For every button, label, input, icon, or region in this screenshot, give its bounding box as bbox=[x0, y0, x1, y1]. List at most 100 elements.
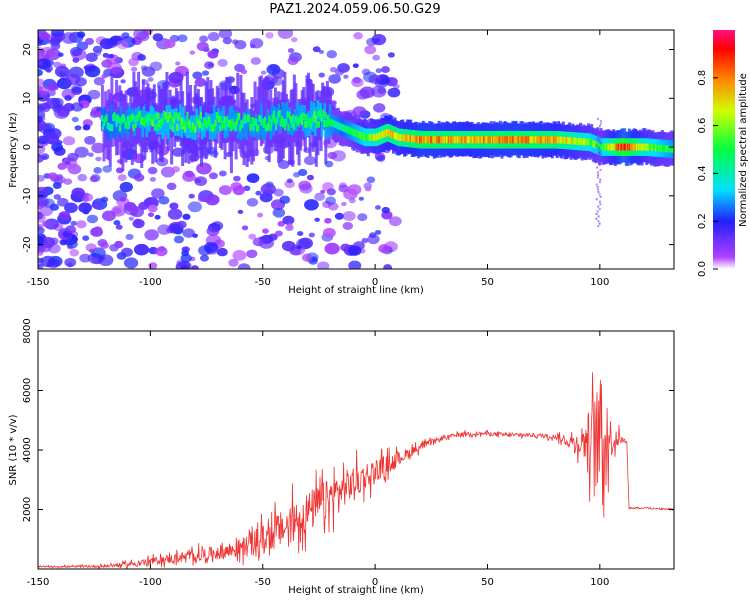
heatmap-ridge-core bbox=[536, 136, 540, 144]
heatmap-noise-blob bbox=[378, 244, 390, 254]
heatmap-ridge-core bbox=[282, 118, 286, 126]
heatmap-ridge-core bbox=[206, 120, 209, 128]
heatmap-ridge-core bbox=[313, 110, 316, 118]
heatmap-streak-cell bbox=[599, 154, 602, 157]
heatmap-noise-blob bbox=[312, 46, 321, 53]
heatmap-ridge-core bbox=[423, 136, 426, 144]
heatmap-ridge-core bbox=[373, 133, 377, 141]
heatmap-ridge-core bbox=[416, 135, 419, 143]
heatmap-ridge-core bbox=[497, 136, 500, 144]
heatmap-ridge-core bbox=[198, 121, 201, 129]
heatmap-noise-blob bbox=[374, 205, 381, 210]
heatmap-ridge-core bbox=[548, 136, 551, 144]
heatmap-ridge-core bbox=[248, 115, 251, 123]
heatmap-noise-blob bbox=[48, 172, 58, 180]
heatmap-noise-blob bbox=[38, 174, 45, 182]
heatmap-noise-blob bbox=[102, 165, 113, 173]
heatmap-noise-blob bbox=[45, 59, 55, 67]
heatmap-ridge-core bbox=[386, 129, 389, 136]
heatmap-noise-blob bbox=[297, 231, 304, 236]
heatmap-ridge-core bbox=[202, 124, 205, 132]
heatmap-noise-blob bbox=[194, 77, 207, 87]
heatmap-ridge-core bbox=[278, 110, 281, 117]
heatmap-ridge-core bbox=[167, 115, 170, 123]
heatmap-ridge-core bbox=[647, 143, 650, 151]
heatmap-ridge-core bbox=[445, 136, 449, 144]
heatmap-ridge-core bbox=[482, 136, 486, 144]
heatmap-ridge-core bbox=[220, 116, 223, 124]
heatmap-ridge-core bbox=[625, 143, 628, 151]
heatmap-noise-blob bbox=[74, 125, 82, 131]
heatmap-noise-blob bbox=[53, 194, 61, 200]
heatmap-streak-cell bbox=[599, 203, 602, 206]
heatmap-ridge-core bbox=[239, 124, 242, 132]
heatmap-ridge-core bbox=[131, 113, 134, 121]
heatmap-noise-blob bbox=[112, 207, 122, 215]
heatmap-ridge-core bbox=[503, 136, 506, 144]
heatmap-noise-blob bbox=[82, 124, 91, 131]
heatmap-ridge-core bbox=[253, 118, 256, 126]
heatmap-ridge-core bbox=[471, 136, 474, 144]
heatmap-ridge-core bbox=[490, 136, 494, 144]
heatmap-ridge-core bbox=[295, 115, 298, 123]
heatmap-ridge-core bbox=[213, 123, 216, 131]
heatmap-ridge-core bbox=[298, 116, 301, 124]
heatmap-ridge-core bbox=[547, 136, 550, 144]
heatmap-noise-blob bbox=[248, 233, 257, 240]
heatmap-ridge-core bbox=[331, 119, 334, 127]
heatmap-streak-cell bbox=[599, 120, 602, 123]
heatmap-ridge-core bbox=[185, 121, 188, 129]
heatmap-ridge-core bbox=[508, 136, 512, 144]
heatmap-ridge-core bbox=[461, 136, 464, 144]
heatmap-streak-cell bbox=[597, 147, 600, 150]
heatmap-ridge-core bbox=[203, 118, 206, 126]
x-tick-label: -50 bbox=[255, 577, 271, 588]
heatmap-ridge-core bbox=[472, 136, 476, 144]
heatmap-ridge-core bbox=[359, 131, 362, 139]
heatmap-halo-cell bbox=[258, 76, 262, 139]
heatmap-noise-blob bbox=[348, 245, 362, 256]
heatmap-noise-blob bbox=[218, 170, 227, 177]
heatmap-ridge-core bbox=[535, 136, 538, 144]
heatmap-noise-blob bbox=[102, 52, 110, 58]
heatmap-ridge-core bbox=[422, 136, 425, 144]
heatmap-noise-blob bbox=[84, 135, 96, 145]
heatmap-ridge-outer bbox=[237, 121, 240, 140]
heatmap-noise-blob bbox=[144, 229, 159, 241]
heatmap-noise-blob bbox=[257, 212, 264, 218]
heatmap-noise-blob bbox=[93, 167, 103, 174]
heatmap-noise-blob bbox=[374, 77, 389, 88]
x-tick-label: -100 bbox=[139, 277, 162, 288]
heatmap-ridge-core bbox=[290, 120, 294, 128]
heatmap-ridge-core bbox=[351, 128, 354, 136]
heatmap-noise-blob bbox=[260, 183, 276, 196]
heatmap-ridge-core bbox=[314, 115, 317, 123]
heatmap-ridge-core bbox=[566, 137, 569, 144]
heatmap-ridge-core bbox=[193, 124, 196, 132]
heatmap-ridge-core bbox=[348, 127, 351, 134]
heatmap-ridge-core bbox=[484, 136, 487, 144]
heatmap-noise-blob bbox=[342, 66, 350, 72]
heatmap-ridge-core bbox=[132, 124, 135, 132]
heatmap-ridge-core bbox=[418, 136, 422, 144]
heatmap-ridge-core bbox=[665, 145, 668, 153]
heatmap-ridge-core bbox=[273, 116, 277, 124]
heatmap-ridge-outer bbox=[106, 121, 109, 139]
heatmap-ridge-outer bbox=[272, 117, 275, 136]
heatmap-streak-cell bbox=[598, 149, 601, 152]
heatmap-noise-blob bbox=[272, 207, 286, 218]
heatmap-noise-blob bbox=[113, 240, 124, 249]
heatmap-ridge-core bbox=[232, 122, 235, 130]
heatmap-ridge-core bbox=[166, 115, 169, 123]
heatmap-ridge-outer bbox=[316, 100, 320, 118]
heatmap-noise-blob bbox=[208, 172, 218, 180]
heatmap-ridge-outer bbox=[166, 120, 170, 139]
heatmap-ridge-core bbox=[224, 123, 227, 131]
heatmap-ridge-core bbox=[409, 135, 413, 143]
heatmap-ridge-core bbox=[327, 118, 331, 126]
heatmap-noise-blob bbox=[352, 106, 367, 118]
heatmap-ridge-core bbox=[364, 133, 368, 141]
heatmap-ridge-core bbox=[473, 136, 477, 144]
heatmap-ridge-core bbox=[338, 122, 341, 130]
heatmap-ridge-core bbox=[624, 143, 627, 151]
